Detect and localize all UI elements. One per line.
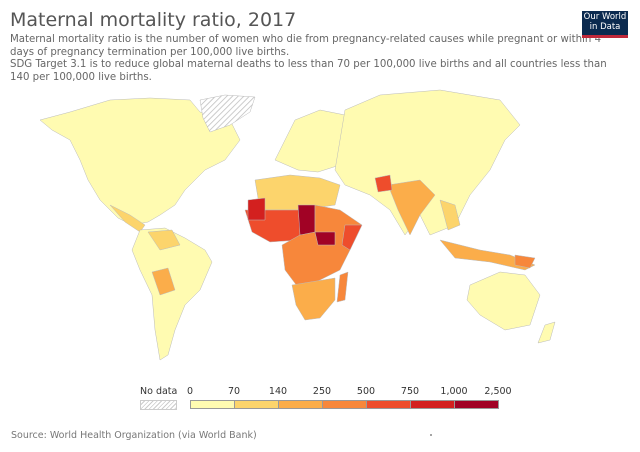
logo-text: Our World [583, 12, 627, 22]
legend-tick-label: 2,500 [484, 386, 512, 397]
chart-subtitle: Maternal mortality ratio is the number o… [10, 34, 640, 84]
legend-tick-label: 70 [227, 386, 241, 397]
legend-bin[interactable] [410, 400, 455, 409]
legend-bin[interactable] [454, 400, 499, 409]
legend-bin[interactable] [278, 400, 323, 409]
chart-title: Maternal mortality ratio, 2017 [10, 9, 297, 31]
subtitle-line: 140 per 100,000 live births. [10, 71, 152, 83]
owid-logo[interactable]: Our World in Data [582, 11, 628, 38]
region-central-america[interactable] [109, 204, 146, 233]
region-chad[interactable] [297, 204, 316, 236]
source-note: Source: World Health Organization (via W… [11, 430, 257, 441]
region-south-sudan[interactable] [314, 231, 336, 246]
region-new-zealand[interactable] [537, 321, 556, 344]
legend-tick-label: 1,000 [440, 386, 468, 397]
region-papua[interactable] [514, 254, 536, 269]
region-somalia[interactable] [341, 224, 363, 251]
region-australia[interactable] [466, 271, 541, 331]
legend-tick-label: 140 [268, 386, 288, 397]
no-data-label: No data [140, 386, 178, 397]
region-north-africa[interactable] [254, 174, 341, 211]
region-mauritania[interactable] [247, 197, 266, 221]
legend-bin[interactable] [322, 400, 367, 409]
subtitle-line: days of pregnancy termination per 100,00… [10, 46, 290, 58]
legend-bin[interactable] [234, 400, 279, 409]
region-venezuela[interactable] [147, 229, 181, 251]
region-south-asia[interactable] [387, 179, 436, 236]
region-north-america[interactable] [39, 97, 241, 226]
legend-tick-label: 750 [400, 386, 420, 397]
legend-tick-label: 500 [356, 386, 376, 397]
world-map[interactable] [0, 85, 640, 375]
no-data-swatch[interactable] [140, 400, 177, 410]
region-southeast-asia[interactable] [439, 199, 461, 231]
legend-bin[interactable] [366, 400, 411, 409]
legend-tick-label: 250 [312, 386, 332, 397]
legend-tick-label: 0 [186, 386, 194, 397]
region-southern-africa[interactable] [291, 277, 336, 321]
decorative-dot [430, 434, 432, 436]
region-greenland[interactable] [199, 94, 256, 133]
legend-bin[interactable] [190, 400, 235, 409]
subtitle-line: SDG Target 3.1 is to reduce global mater… [10, 59, 607, 71]
region-south-america[interactable] [131, 227, 213, 361]
region-afghanistan[interactable] [374, 174, 393, 193]
logo-text: in Data [589, 21, 621, 32]
subtitle-line: Maternal mortality ratio is the number o… [10, 34, 602, 45]
region-bolivia[interactable] [151, 267, 176, 296]
region-madagascar[interactable] [336, 271, 349, 303]
region-asia[interactable] [334, 89, 521, 236]
